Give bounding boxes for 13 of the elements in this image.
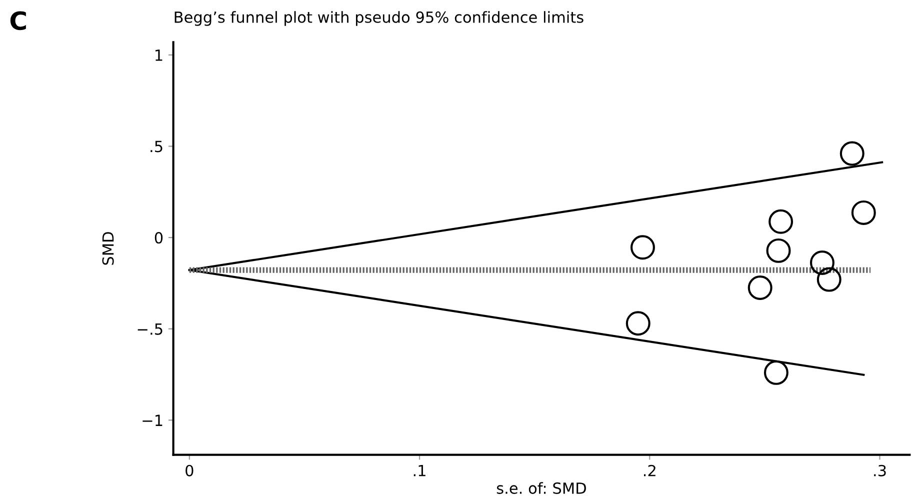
- y-tick-label: .5: [150, 140, 162, 152]
- x-tick-label: 0: [186, 464, 194, 476]
- x-axis-title: s.e. of: SMD: [496, 482, 586, 494]
- x-tick-label: .2: [644, 464, 656, 476]
- text: C: [10, 11, 26, 30]
- chart-title: Begg’s funnel plot with pseudo 95% confidence limits: [174, 11, 584, 26]
- y-tick-label: 1: [156, 50, 162, 61]
- y-tick-label: −1: [142, 414, 162, 426]
- x-tick-label: .1: [414, 465, 426, 476]
- y-axis-title: SMD: [102, 232, 114, 265]
- x-tick-label: .3: [874, 464, 886, 476]
- y-tick-label: 0: [154, 232, 163, 244]
- y-tick-label: −.5: [138, 324, 162, 335]
